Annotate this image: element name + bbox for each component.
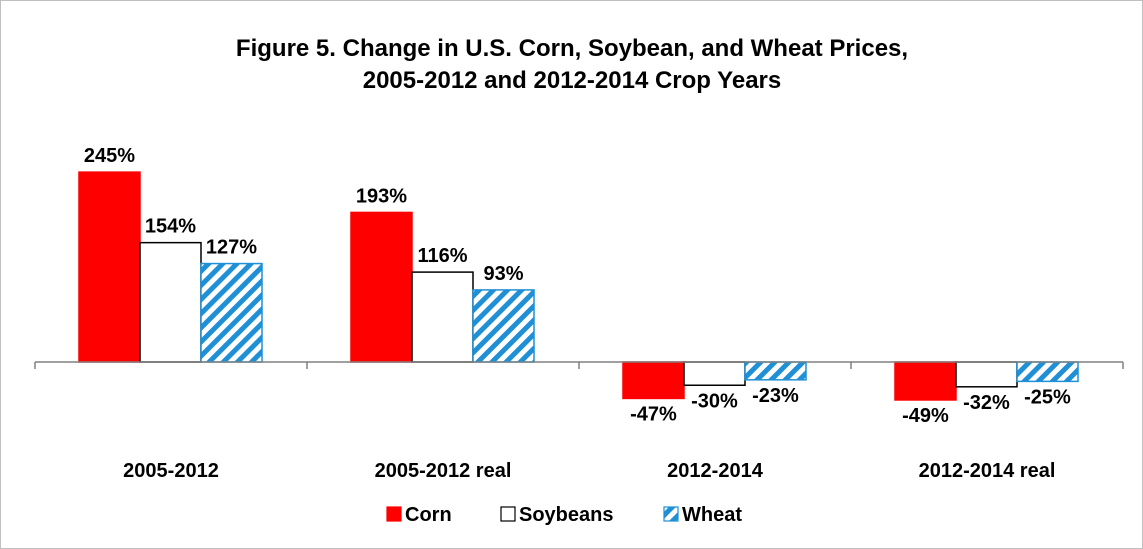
- category-label-0: 2005-2012: [123, 460, 219, 482]
- bar-wheat-1: [472, 289, 535, 363]
- category-label-3: 2012-2014 real: [919, 460, 1056, 482]
- legend-label-wheat: Wheat: [682, 504, 742, 526]
- data-label-wheat-0: 127%: [206, 237, 257, 259]
- plot-area: 245%154%127%193%116%93%-47%-30% -23%-49%-…: [34, 145, 1124, 482]
- legend-swatch-soybeans: [500, 506, 516, 522]
- data-label-soybeans-1: 116%: [417, 245, 467, 267]
- data-label-wheat-2: -23%: [752, 385, 799, 407]
- bar-wheat-3: [1016, 361, 1079, 383]
- bar-wheat-0: [200, 262, 263, 363]
- chart-title-line-1: Figure 5. Change in U.S. Corn, Soybean, …: [236, 35, 908, 62]
- data-label-wheat-3: -25%: [1024, 386, 1071, 408]
- legend-label-corn: Corn: [405, 504, 452, 526]
- legend: Corn Soybeans Wheat: [386, 504, 742, 526]
- category-label-2: 2012-2014: [667, 460, 764, 482]
- chart-title-line-2: 2005-2012 and 2012-2014 Crop Years: [363, 67, 782, 94]
- data-label-corn-2: -47%: [630, 403, 677, 425]
- bar-soybeans-3: [955, 361, 1018, 388]
- data-label-corn-3: -49%: [902, 405, 949, 427]
- data-label-corn-0: 245%: [84, 145, 135, 167]
- data-label-wheat-1: 93%: [483, 263, 523, 285]
- bar-soybeans-1: [411, 271, 474, 363]
- bar-corn-3: [894, 361, 957, 401]
- data-label-soybeans-0: 154%: [145, 216, 196, 238]
- bar-soybeans-2: [683, 361, 746, 386]
- bar-corn-2: [622, 361, 685, 400]
- legend-label-soybeans: Soybeans: [519, 504, 613, 526]
- data-label-soybeans-3: -32%: [963, 392, 1010, 414]
- category-label-1: 2005-2012 real: [375, 460, 512, 482]
- legend-swatch-corn: [386, 506, 402, 522]
- bar-wheat-2: [744, 361, 807, 381]
- data-label-soybeans-2: -30%: [691, 390, 738, 412]
- bar-corn-0: [78, 171, 141, 363]
- bar-corn-1: [350, 211, 413, 363]
- bar-soybeans-0: [139, 241, 202, 363]
- legend-swatch-wheat: [663, 506, 679, 522]
- data-label-corn-1: 193%: [356, 185, 407, 207]
